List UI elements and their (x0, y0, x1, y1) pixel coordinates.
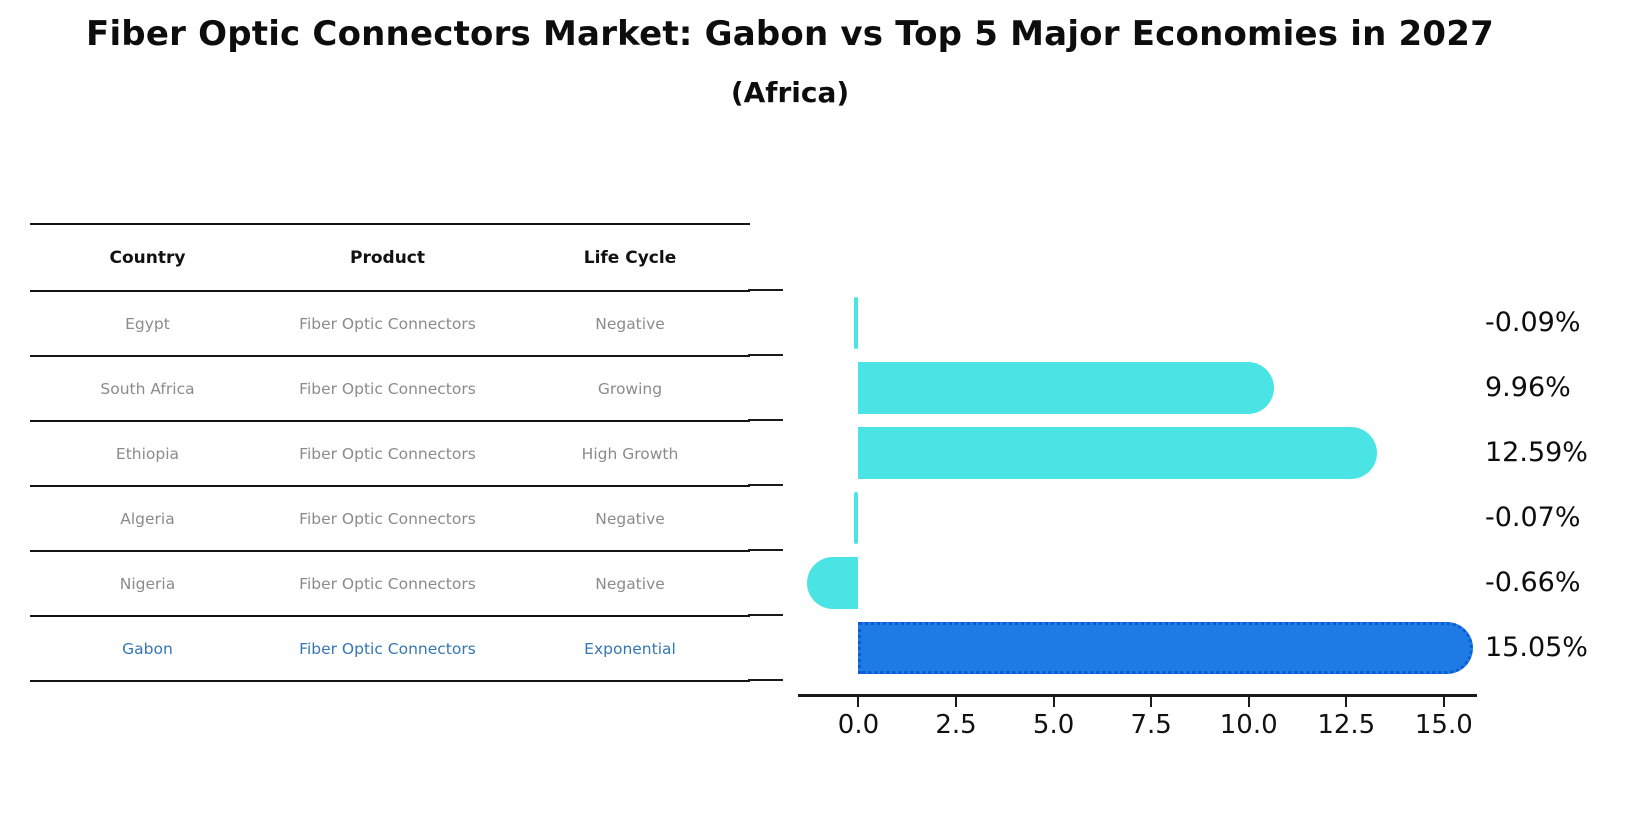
bar-nigeria (806, 556, 859, 609)
y-axis-tick (748, 484, 783, 486)
bar-south-africa (858, 361, 1275, 414)
cell-product: Fiber Optic Connectors (299, 509, 476, 528)
y-axis-tick (748, 549, 783, 551)
bar-egypt (853, 296, 859, 349)
value-label: 9.96% (1485, 371, 1571, 403)
column-header-country: Country (109, 247, 186, 268)
cell-life_cycle: Negative (595, 509, 665, 528)
x-axis-tick (955, 697, 958, 707)
table-top-border (30, 223, 750, 225)
cell-country: Algeria (120, 509, 175, 528)
value-label: -0.07% (1485, 501, 1581, 533)
y-axis-tick (748, 679, 783, 681)
bar-ethiopia (858, 426, 1377, 479)
table-row: Ethiopia Fiber Optic Connectors High Growt… (30, 422, 750, 485)
cell-country: Ethiopia (115, 444, 180, 463)
x-axis-tick (1345, 697, 1348, 707)
table-row: Egypt Fiber Optic Connectors Negative (30, 292, 750, 355)
x-axis-tick-label: 2.5 (935, 710, 977, 740)
cell-product: Fiber Optic Connectors (299, 639, 476, 658)
bar-gabon (858, 621, 1473, 674)
column-header-life_cycle: Life Cycle (583, 247, 677, 268)
cell-product: Fiber Optic Connectors (299, 379, 476, 398)
x-axis-tick-label: 10.0 (1219, 710, 1278, 740)
table-row-border (30, 615, 750, 617)
table-row-border (30, 485, 750, 487)
x-axis-tick-label: 5.0 (1032, 710, 1075, 740)
x-axis-tick-label: 0.0 (837, 710, 880, 740)
value-label: -0.09% (1485, 306, 1581, 338)
page-title: Fiber Optic Connectors Market: Gabon vs … (86, 14, 1494, 54)
cell-life_cycle: High Growth (581, 444, 679, 463)
y-axis-tick (748, 614, 783, 616)
x-axis-tick (1247, 697, 1250, 707)
cell-country: South Africa (100, 379, 195, 398)
table-row-border (30, 420, 750, 422)
cell-life_cycle: Exponential (584, 639, 676, 658)
page-subtitle: (Africa) (730, 76, 850, 109)
cell-country: Nigeria (119, 574, 176, 593)
column-header-product: Product (350, 247, 425, 268)
x-axis-tick (857, 697, 860, 707)
x-axis-tick-label: 15.0 (1414, 710, 1473, 740)
y-axis-tick (748, 354, 783, 356)
y-axis-tick (748, 419, 783, 421)
x-axis-tick (1052, 697, 1055, 707)
table-row: South Africa Fiber Optic Connectors Growin… (30, 357, 750, 420)
cell-product: Fiber Optic Connectors (299, 314, 476, 333)
table-header-border (30, 290, 750, 292)
cell-country: Gabon (122, 639, 173, 658)
x-axis-tick-label: 7.5 (1130, 710, 1172, 740)
cell-life_cycle: Growing (597, 379, 663, 398)
table-header-row: Country Product Life Cycle (30, 225, 750, 290)
x-axis-tick (1442, 697, 1445, 707)
table-row: Nigeria Fiber Optic Connectors Negative (30, 552, 750, 615)
y-axis-tick (748, 289, 783, 291)
bar-algeria (853, 491, 859, 544)
x-axis-tick-label: 12.5 (1317, 710, 1376, 740)
value-label: -0.66% (1485, 566, 1581, 598)
table-row: Gabon Fiber Optic Connectors Exponential (30, 617, 750, 680)
cell-life_cycle: Negative (595, 574, 665, 593)
table-row-border (30, 355, 750, 357)
cell-product: Fiber Optic Connectors (299, 574, 476, 593)
cell-country: Egypt (125, 314, 170, 333)
table-row-border (30, 680, 750, 682)
value-label: 12.59% (1485, 436, 1588, 468)
table-row-border (30, 550, 750, 552)
value-label: 15.05% (1485, 631, 1588, 663)
x-axis-tick (1150, 697, 1153, 707)
x-axis-line (798, 694, 1477, 697)
cell-product: Fiber Optic Connectors (299, 444, 476, 463)
table-row: Algeria Fiber Optic Connectors Negative (30, 487, 750, 550)
cell-life_cycle: Negative (595, 314, 665, 333)
